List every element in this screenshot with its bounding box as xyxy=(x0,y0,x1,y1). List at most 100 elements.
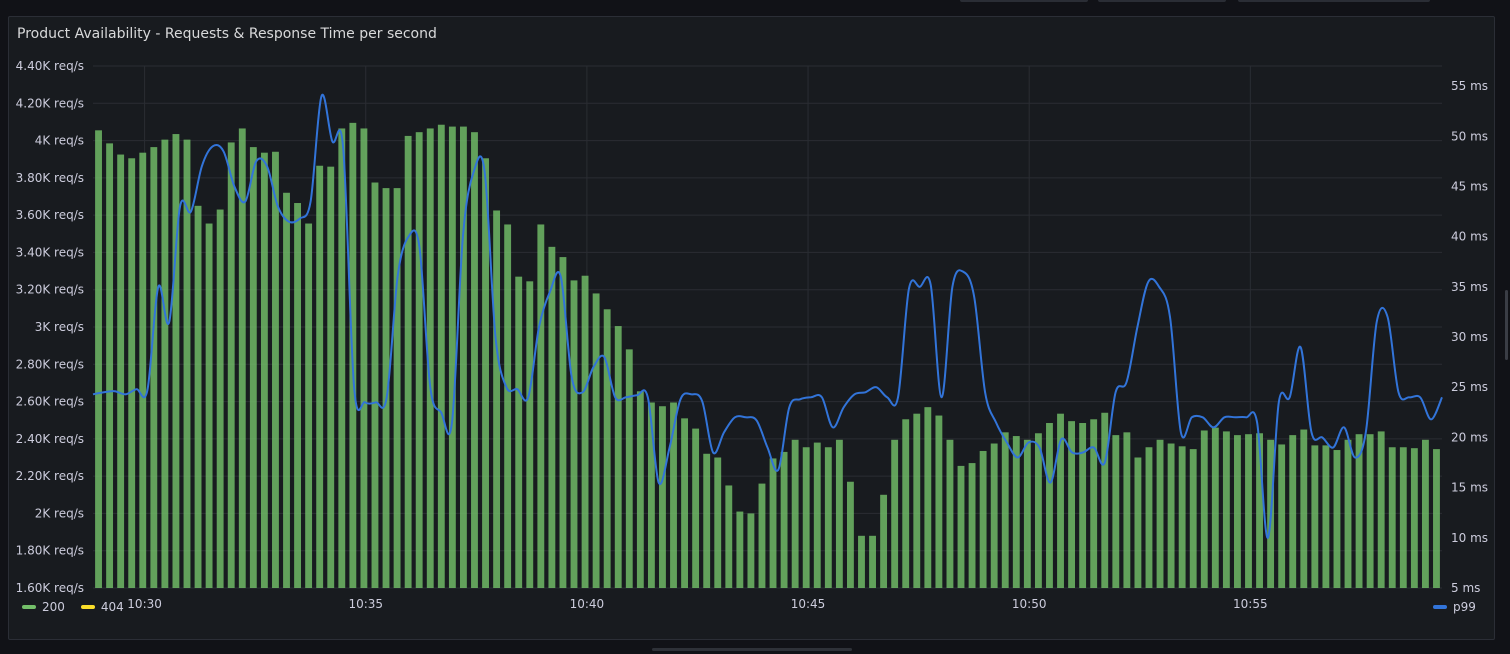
bar-200[interactable] xyxy=(260,152,268,588)
bar-200[interactable] xyxy=(1068,421,1076,588)
bar-200[interactable] xyxy=(415,132,423,588)
bar-200[interactable] xyxy=(1311,445,1319,588)
bar-200[interactable] xyxy=(1234,435,1241,588)
legend-label-404[interactable]: 404 xyxy=(100,600,124,614)
bar-200[interactable] xyxy=(1278,444,1286,588)
bar-200[interactable] xyxy=(636,391,644,588)
bar-200[interactable] xyxy=(824,447,832,588)
bar-200[interactable] xyxy=(172,134,180,589)
bar-200[interactable] xyxy=(791,439,799,588)
scrollbar-thumb[interactable] xyxy=(1505,290,1508,360)
bar-200[interactable] xyxy=(1112,435,1120,588)
bar-200[interactable] xyxy=(614,326,622,588)
toolbar-control-1[interactable] xyxy=(960,0,1088,2)
legend-label-p99[interactable]: p99 xyxy=(1453,600,1476,614)
bar-200[interactable] xyxy=(283,192,290,588)
bar-200[interactable] xyxy=(205,223,213,588)
panel-resize-handle[interactable] xyxy=(652,648,852,651)
bar-200[interactable] xyxy=(979,450,987,588)
bar-200[interactable] xyxy=(880,494,888,588)
bar-200[interactable] xyxy=(1189,449,1197,588)
bar-200[interactable] xyxy=(1057,413,1064,588)
bar-200[interactable] xyxy=(183,139,191,588)
bar-200[interactable] xyxy=(692,428,700,588)
bar-200[interactable] xyxy=(1355,434,1363,588)
bar-200[interactable] xyxy=(194,205,202,588)
bar-200[interactable] xyxy=(946,439,954,588)
bar-200[interactable] xyxy=(128,158,136,588)
bar-200[interactable] xyxy=(515,276,523,588)
bar-200[interactable] xyxy=(747,513,755,588)
bar-200[interactable] xyxy=(681,418,688,588)
bar-200[interactable] xyxy=(338,128,346,588)
bar-200[interactable] xyxy=(1145,447,1153,588)
bar-200[interactable] xyxy=(1344,439,1352,588)
bar-200[interactable] xyxy=(106,143,114,588)
bar-200[interactable] xyxy=(1366,434,1374,588)
bar-200[interactable] xyxy=(858,535,865,588)
bar-200[interactable] xyxy=(139,152,147,588)
bar-200[interactable] xyxy=(249,147,257,588)
bar-200[interactable] xyxy=(1388,447,1396,588)
bar-200[interactable] xyxy=(1300,429,1308,588)
bar-200[interactable] xyxy=(272,151,279,588)
bar-200[interactable] xyxy=(117,154,125,589)
bar-200[interactable] xyxy=(1167,443,1175,588)
bar-200[interactable] xyxy=(625,349,633,588)
bar-200[interactable] xyxy=(493,210,501,589)
bar-200[interactable] xyxy=(482,158,489,588)
legend-label-200[interactable]: 200 xyxy=(42,600,65,614)
bar-200[interactable] xyxy=(714,457,722,589)
bar-200[interactable] xyxy=(1023,439,1031,588)
bar-200[interactable] xyxy=(813,442,821,588)
bar-200[interactable] xyxy=(935,415,943,588)
bar-200[interactable] xyxy=(537,224,545,588)
bar-200[interactable] xyxy=(891,439,899,588)
bar-200[interactable] xyxy=(371,182,379,588)
bar-200[interactable] xyxy=(603,309,611,588)
toolbar-control-2[interactable] xyxy=(1098,0,1226,2)
panel-title[interactable]: Product Availability - Requests & Respon… xyxy=(17,26,437,42)
bar-200[interactable] xyxy=(161,139,169,588)
bar-200[interactable] xyxy=(1410,448,1418,588)
bar-200[interactable] xyxy=(238,128,246,588)
bar-200[interactable] xyxy=(703,453,711,588)
bar-200[interactable] xyxy=(990,443,998,588)
bar-200[interactable] xyxy=(95,130,102,588)
bar-200[interactable] xyxy=(316,165,324,589)
bar-200[interactable] xyxy=(1433,449,1440,588)
bar-200[interactable] xyxy=(548,246,556,588)
bar-200[interactable] xyxy=(327,166,335,589)
bar-200[interactable] xyxy=(1245,434,1252,588)
bar-200[interactable] xyxy=(924,407,932,588)
bar-200[interactable] xyxy=(437,124,445,588)
bar-200[interactable] xyxy=(360,128,368,588)
bar-200[interactable] xyxy=(1256,433,1263,588)
bar-200[interactable] xyxy=(471,132,478,588)
bar-200[interactable] xyxy=(769,458,777,588)
toolbar-control-3[interactable] xyxy=(1238,0,1430,2)
bar-200[interactable] xyxy=(305,223,313,588)
bar-200[interactable] xyxy=(1012,436,1020,588)
bar-200[interactable] xyxy=(1211,427,1219,588)
bar-200[interactable] xyxy=(802,447,810,588)
bar-200[interactable] xyxy=(559,257,567,588)
bar-200[interactable] xyxy=(758,483,766,588)
bar-200[interactable] xyxy=(1421,439,1429,588)
bar-200[interactable] xyxy=(1134,457,1142,589)
bar-200[interactable] xyxy=(426,128,434,588)
bar-200[interactable] xyxy=(1322,445,1330,588)
bar-200[interactable] xyxy=(1079,423,1087,588)
bar-200[interactable] xyxy=(1090,419,1098,588)
bar-200[interactable] xyxy=(448,126,456,588)
bar-200[interactable] xyxy=(1101,412,1109,588)
bar-200[interactable] xyxy=(1222,431,1230,588)
bar-200[interactable] xyxy=(725,485,733,588)
bar-200[interactable] xyxy=(581,275,589,588)
bar-200[interactable] xyxy=(592,293,600,588)
bar-200[interactable] xyxy=(570,280,578,588)
bar-200[interactable] xyxy=(1123,432,1131,588)
bar-200[interactable] xyxy=(150,147,158,588)
bar-200[interactable] xyxy=(780,451,788,588)
bar-200[interactable] xyxy=(647,402,655,589)
